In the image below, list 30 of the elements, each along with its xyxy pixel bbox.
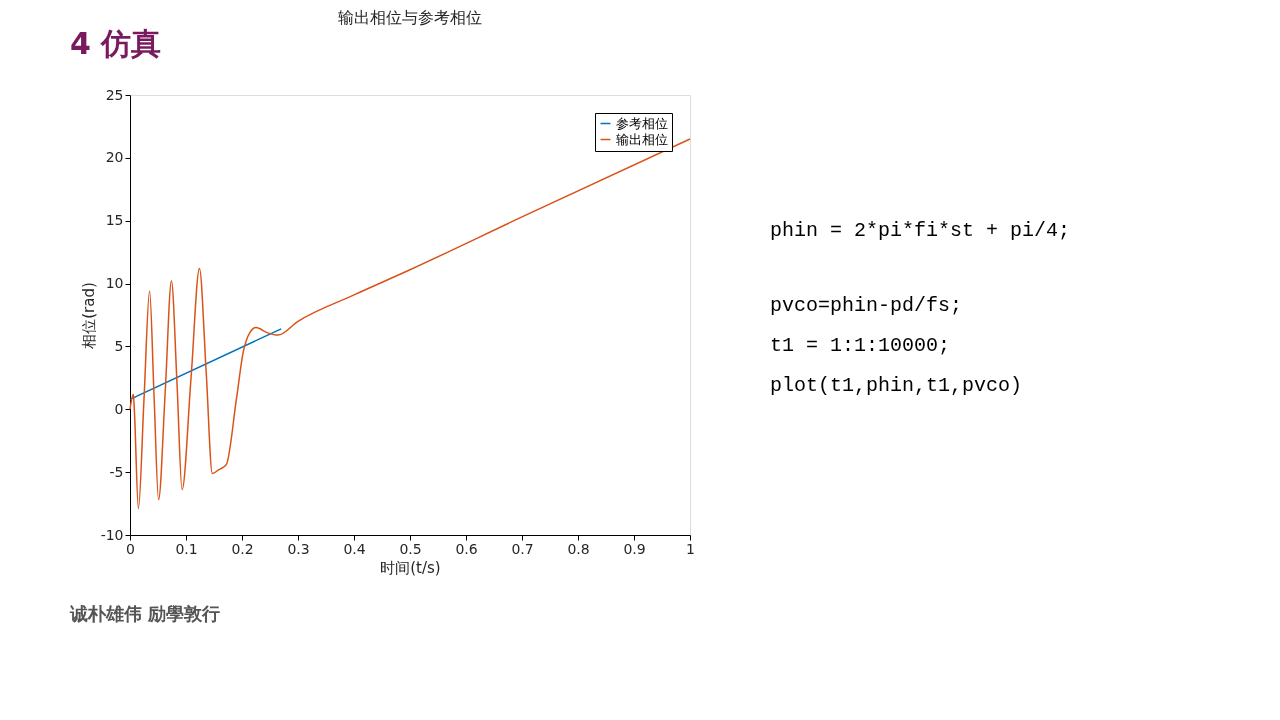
text: 4 仿真: [70, 26, 162, 61]
text: phin = 2*pi*fi*st + pi/4;: [770, 219, 1071, 242]
text: pvco=phin-pd/fs;: [770, 294, 963, 317]
chart-title: 输出相位与参考相位: [338, 8, 482, 27]
x-axis-title: 时间(t/s): [380, 558, 441, 577]
x-tick-label: 0.4: [343, 540, 366, 557]
y-tick-label: 0: [114, 400, 124, 417]
x-tick-label: 0.7: [511, 540, 534, 557]
x-tick-label: 0.5: [399, 540, 422, 557]
x-tick-label: 0.3: [287, 540, 310, 557]
x-tick-label: 1: [686, 540, 695, 557]
x-tick-label: 0.6: [455, 540, 478, 557]
y-tick-label: 5: [114, 337, 124, 354]
x-tick-label: 0.8: [567, 540, 590, 557]
y-tick-label: 10: [105, 275, 124, 292]
y-tick-label: -10: [100, 526, 124, 543]
text: 诚朴雄伟 励學敦行: [69, 603, 221, 624]
y-tick-label: -5: [109, 463, 124, 480]
y-tick-label: 20: [105, 149, 124, 166]
x-tick-label: 0.1: [175, 540, 198, 557]
x-tick-label: 0.9: [623, 540, 646, 557]
legend-label: 参考相位: [616, 115, 668, 131]
x-tick-label: 0: [126, 540, 135, 557]
text: t1 = 1:1:10000;: [770, 334, 951, 357]
y-axis-title: 相位(rad): [79, 282, 98, 349]
text: plot(t1,phin,t1,pvco): [770, 374, 1023, 397]
y-tick-label: 15: [105, 212, 124, 229]
y-tick-label: 25: [105, 86, 124, 103]
x-tick-label: 0.2: [231, 540, 254, 557]
legend-label: 输出相位: [616, 131, 668, 147]
